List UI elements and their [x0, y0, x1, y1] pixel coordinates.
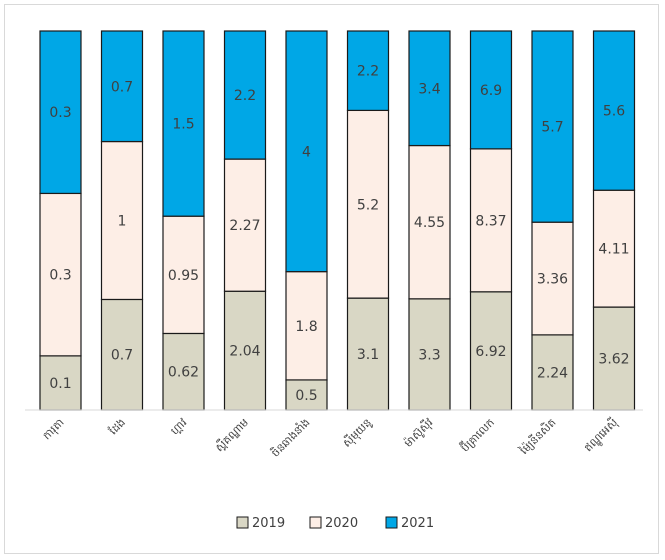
bar-segment-2019-7: [408, 298, 451, 411]
data-label-2020-7: 4.55: [414, 215, 445, 231]
category-label-10: ឥណ្ឌូអេស៊ី: [581, 415, 622, 456]
data-label-2020-1: 0.3: [49, 268, 71, 284]
category-label-7: ម៉ាស៊ូសុីវ: [401, 415, 437, 451]
data-label-2019-5: 0.5: [295, 388, 317, 404]
legend-label-2019: 2019: [252, 516, 285, 531]
data-label-2021-4: 2.2: [234, 88, 256, 104]
bar-segment-2020-7: [408, 144, 451, 300]
data-label-2019-7: 3.3: [418, 347, 440, 363]
data-label-2021-9: 5.7: [541, 120, 563, 136]
data-label-2020-10: 4.11: [598, 242, 629, 258]
data-label-2020-6: 5.2: [357, 197, 379, 213]
legend: 2019 2020 2021: [236, 516, 434, 531]
legend-label-2021: 2021: [401, 516, 434, 531]
bar-segment-2019-1: [39, 355, 82, 411]
data-label-2020-9: 3.36: [537, 272, 568, 288]
data-label-2020-5: 1.8: [295, 319, 317, 335]
bar-segment-2021-2: [100, 30, 144, 143]
chart-frame: 0.1 0.3 0.3 0.7 1 0.7 0.62 0.95 1.5 2.04 2.27 2.2 0.…: [4, 4, 659, 554]
legend-swatch-2021: [385, 516, 398, 529]
bar-segment-2020-3: [162, 215, 205, 335]
bar-segment-2021-8: [469, 30, 513, 150]
data-label-2019-1: 0.1: [49, 376, 71, 392]
bar-segment-2020-8: [469, 148, 513, 293]
data-label-2021-10: 5.6: [603, 104, 625, 120]
bar-segment-2021-5: [285, 30, 328, 273]
data-label-2020-4: 2.27: [229, 218, 260, 234]
bar-segment-2019-4: [223, 290, 267, 411]
data-label-2019-10: 3.62: [598, 352, 629, 368]
bar-segment-2019-10: [592, 306, 636, 411]
data-label-2021-5: 4: [302, 144, 311, 160]
category-label-5: ចិនឆាងនាំង: [268, 415, 312, 459]
bar-segment-2020-6: [346, 109, 390, 299]
data-label-2020-2: 1: [118, 214, 127, 230]
stacked-bar-chart: 0.1 0.3 0.3 0.7 1 0.7 0.62 0.95 1.5 2.04 2.27 2.2 0.…: [25, 30, 643, 531]
data-label-2019-9: 2.24: [537, 365, 568, 381]
bar-segment-2020-1: [39, 192, 82, 357]
bar-segment-2020-4: [223, 158, 267, 292]
data-label-2019-2: 0.7: [111, 348, 133, 364]
legend-item-2019: 2019: [236, 516, 285, 531]
bars-layer: [39, 30, 636, 411]
legend-item-2020: 2020: [309, 516, 358, 531]
data-label-2021-6: 2.2: [357, 64, 379, 80]
bar-segment-2021-10: [592, 30, 636, 191]
category-label-4: ស្ពឺគណ្ឌាម: [212, 415, 251, 454]
category-label-8: ប៊ីគ្រាលេក: [457, 415, 497, 455]
data-label-2021-7: 3.4: [418, 81, 440, 97]
data-label-2020-3: 0.95: [168, 268, 199, 284]
bar-segment-2020-9: [531, 221, 574, 336]
bar-segment-2021-3: [162, 30, 205, 217]
legend-item-2021: 2021: [385, 516, 434, 531]
data-label-2019-6: 3.1: [357, 347, 379, 363]
bar-segment-2021-4: [223, 30, 267, 160]
legend-swatch-2019: [236, 516, 249, 529]
bar-segment-2021-9: [531, 30, 574, 223]
data-label-2019-3: 0.62: [168, 365, 199, 381]
category-label-2: ដែង: [106, 415, 128, 437]
bar-segment-2020-10: [592, 189, 636, 308]
category-label-9: ម៉្យៃនីនសិត: [516, 415, 559, 458]
category-label-6: ស៊ីមុយនូ: [340, 415, 375, 450]
legend-swatch-2020: [309, 516, 322, 529]
bar-segment-2021-7: [408, 30, 451, 147]
bar-segment-2021-6: [346, 30, 390, 112]
data-label-2019-4: 2.04: [229, 344, 260, 360]
bar-segment-2021-1: [39, 30, 82, 195]
bar-segment-2019-2: [100, 298, 144, 411]
bar-segment-2020-2: [100, 140, 144, 301]
legend-label-2020: 2020: [325, 516, 358, 531]
category-labels-layer: ការុតា ដែង ហ្គាវ ស្ពឺគណ្ឌាម ចិនឆាងនាំង ស៊ីមុយ…: [40, 415, 621, 460]
data-label-2020-8: 8.37: [475, 213, 506, 229]
category-label-3: ហ្គាវ: [168, 416, 190, 438]
data-label-2021-2: 0.7: [111, 79, 133, 95]
data-label-2019-8: 6.92: [475, 344, 506, 360]
bar-segment-2019-6: [346, 297, 390, 411]
category-label-1: ការុតា: [40, 416, 67, 443]
value-labels-layer: 0.1 0.3 0.3 0.7 1 0.7 0.62 0.95 1.5 2.04 2.27 2.2 0.…: [49, 64, 629, 404]
data-label-2021-3: 1.5: [172, 117, 194, 133]
data-label-2021-8: 6.9: [480, 83, 502, 99]
data-label-2021-1: 0.3: [49, 105, 71, 121]
